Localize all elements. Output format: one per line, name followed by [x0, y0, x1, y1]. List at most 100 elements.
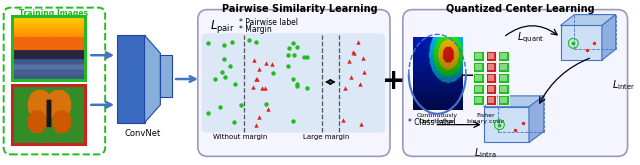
- FancyBboxPatch shape: [486, 95, 497, 105]
- Text: Fisher
binary code: Fisher binary code: [467, 113, 504, 124]
- Text: Quantized Center Learning: Quantized Center Learning: [446, 4, 595, 14]
- Point: [250, 78, 260, 80]
- Point: [287, 78, 298, 80]
- Point: [248, 86, 259, 89]
- FancyBboxPatch shape: [499, 73, 509, 83]
- FancyBboxPatch shape: [499, 51, 509, 61]
- Point: [353, 41, 363, 44]
- FancyBboxPatch shape: [500, 97, 508, 103]
- Point: [219, 58, 229, 61]
- Point: [204, 42, 214, 45]
- Polygon shape: [484, 96, 544, 107]
- FancyBboxPatch shape: [500, 86, 508, 92]
- Point: [214, 105, 225, 108]
- FancyBboxPatch shape: [473, 51, 484, 61]
- Point: [250, 41, 260, 44]
- Point: [261, 103, 271, 105]
- Point: [225, 65, 236, 68]
- Point: [261, 61, 271, 64]
- Point: [287, 120, 298, 122]
- Text: ConvNet: ConvNet: [125, 129, 161, 138]
- Text: $L_{\mathrm{intra}}$: $L_{\mathrm{intra}}$: [474, 147, 497, 160]
- Polygon shape: [145, 35, 161, 123]
- FancyBboxPatch shape: [500, 75, 508, 81]
- Point: [582, 49, 592, 52]
- Point: [211, 78, 221, 80]
- Point: [299, 55, 309, 58]
- Polygon shape: [484, 107, 529, 143]
- Polygon shape: [602, 15, 616, 60]
- Point: [253, 68, 264, 71]
- Point: [284, 47, 294, 49]
- Text: $L_{\mathrm{inter}}$: $L_{\mathrm{inter}}$: [612, 78, 635, 92]
- Point: [230, 82, 240, 85]
- Point: [349, 52, 360, 54]
- Point: [252, 78, 262, 80]
- Point: [259, 87, 269, 90]
- Text: Training Images: Training Images: [19, 9, 88, 18]
- FancyBboxPatch shape: [117, 35, 145, 123]
- Point: [267, 63, 277, 65]
- Point: [510, 128, 520, 131]
- FancyBboxPatch shape: [499, 62, 509, 72]
- Point: [346, 76, 356, 79]
- Point: [283, 64, 293, 67]
- Text: $L_{\mathrm{quant}}$: $L_{\mathrm{quant}}$: [517, 30, 544, 45]
- FancyBboxPatch shape: [500, 53, 508, 59]
- Polygon shape: [561, 15, 616, 25]
- Point: [348, 51, 358, 54]
- Point: [268, 72, 278, 74]
- Point: [337, 118, 348, 121]
- Polygon shape: [529, 96, 544, 143]
- FancyBboxPatch shape: [486, 73, 497, 83]
- FancyBboxPatch shape: [499, 84, 509, 94]
- FancyBboxPatch shape: [488, 64, 495, 70]
- Text: Pairwise Similarity Learning: Pairwise Similarity Learning: [223, 4, 378, 14]
- Point: [344, 60, 354, 62]
- FancyBboxPatch shape: [488, 53, 495, 59]
- Text: +: +: [382, 67, 406, 95]
- Polygon shape: [561, 25, 602, 60]
- FancyBboxPatch shape: [475, 53, 482, 59]
- FancyBboxPatch shape: [475, 75, 482, 81]
- FancyBboxPatch shape: [488, 86, 495, 92]
- Point: [589, 42, 599, 45]
- Text: * Margin: * Margin: [239, 25, 272, 34]
- Point: [289, 53, 299, 56]
- FancyBboxPatch shape: [473, 84, 484, 94]
- Text: $-$: $-$: [460, 65, 474, 83]
- Point: [229, 121, 239, 124]
- FancyBboxPatch shape: [500, 64, 508, 70]
- FancyBboxPatch shape: [198, 10, 390, 156]
- Point: [204, 112, 214, 114]
- Point: [263, 108, 273, 110]
- Point: [253, 115, 264, 118]
- FancyBboxPatch shape: [499, 95, 509, 105]
- Point: [302, 56, 312, 58]
- Point: [292, 46, 303, 49]
- Point: [288, 41, 298, 44]
- Point: [494, 123, 504, 126]
- Text: * Class label: * Class label: [408, 118, 456, 127]
- Point: [216, 71, 227, 74]
- Point: [356, 123, 366, 125]
- Point: [358, 57, 369, 60]
- FancyBboxPatch shape: [4, 8, 105, 154]
- Text: Large margin: Large margin: [303, 133, 349, 140]
- FancyBboxPatch shape: [488, 97, 495, 103]
- Point: [340, 87, 350, 89]
- Text: Without margin: Without margin: [213, 133, 268, 140]
- Point: [568, 42, 579, 45]
- Text: * Pairwise label: * Pairwise label: [239, 17, 298, 27]
- Point: [236, 103, 246, 106]
- Point: [283, 54, 293, 56]
- FancyBboxPatch shape: [473, 95, 484, 105]
- Point: [359, 70, 369, 73]
- FancyBboxPatch shape: [486, 84, 497, 94]
- FancyBboxPatch shape: [403, 10, 628, 156]
- FancyBboxPatch shape: [202, 33, 385, 132]
- Point: [292, 83, 302, 86]
- Point: [220, 75, 230, 78]
- Point: [227, 40, 237, 43]
- Point: [251, 123, 261, 126]
